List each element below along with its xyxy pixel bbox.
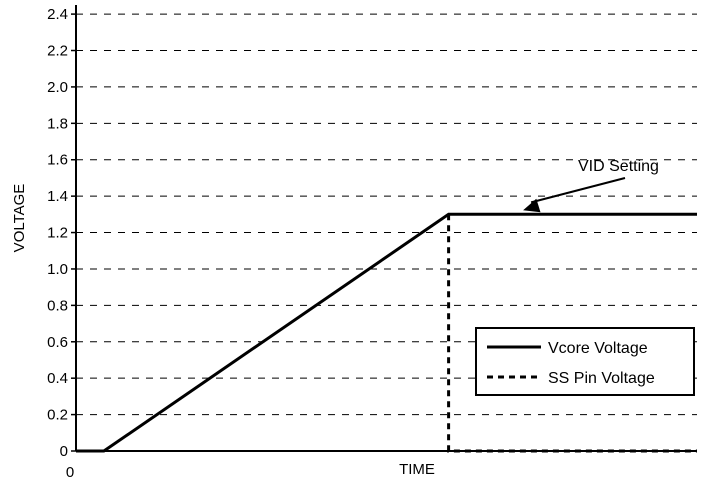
y-tick-label: 1.6 xyxy=(47,152,68,169)
y-tick-label: 0.8 xyxy=(47,297,68,314)
legend: Vcore Voltage SS Pin Voltage xyxy=(475,327,695,396)
y-tick-label: 1.2 xyxy=(47,225,68,242)
grid-lines xyxy=(76,13,697,416)
annotation-text-vid-setting: VID Setting xyxy=(578,158,659,175)
y-tick-label: 1.8 xyxy=(47,115,68,132)
legend-entry-vcore: Vcore Voltage xyxy=(548,340,648,357)
y-tick-label: 2.4 xyxy=(47,6,68,23)
y-tick-label: 2.2 xyxy=(47,43,68,60)
y-tick-label: 0.6 xyxy=(47,334,68,351)
y-tick-label: 1.4 xyxy=(47,188,68,205)
annotation-arrow-line xyxy=(530,177,626,204)
axes xyxy=(75,5,697,452)
x-axis-label: TIME xyxy=(399,461,435,478)
vid-setting-annotation: VID Setting xyxy=(523,158,659,213)
y-tick-label: 0.4 xyxy=(47,370,68,387)
legend-entry-ss-pin: SS Pin Voltage xyxy=(548,370,655,387)
y-axis-label: VOLTAGE xyxy=(11,184,28,253)
series-lines xyxy=(76,212,697,453)
series-line-vcore xyxy=(76,212,697,453)
annotation-arrow-head xyxy=(523,198,541,213)
y-tick-label: 2.0 xyxy=(47,79,68,96)
y-tick-label: 1.0 xyxy=(47,261,68,278)
x-tick-label-0: 0 xyxy=(66,464,74,478)
y-tick-labels: 0 0.2 0.4 0.6 0.8 1.0 1.2 1.4 1.6 1.8 2.0 2.2 2.4 xyxy=(47,6,76,460)
legend-box xyxy=(475,327,695,396)
series-line-ss-pin xyxy=(447,214,697,453)
y-tick-label: 0 xyxy=(60,443,68,460)
y-tick-label: 0.2 xyxy=(47,407,68,424)
